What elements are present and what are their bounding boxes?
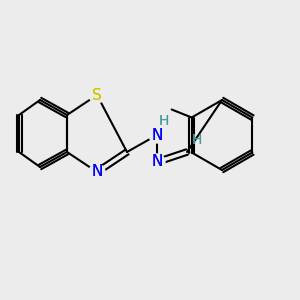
Text: H: H bbox=[192, 133, 202, 147]
Text: N: N bbox=[151, 128, 163, 142]
Circle shape bbox=[149, 154, 165, 170]
Text: N: N bbox=[151, 128, 163, 142]
Circle shape bbox=[89, 87, 105, 103]
Text: N: N bbox=[91, 164, 103, 179]
Text: N: N bbox=[91, 164, 103, 179]
Text: S: S bbox=[92, 88, 102, 103]
Text: S: S bbox=[92, 88, 102, 103]
Circle shape bbox=[89, 164, 105, 180]
Text: H: H bbox=[159, 114, 169, 128]
Text: N: N bbox=[151, 154, 163, 169]
Circle shape bbox=[149, 127, 165, 143]
Text: H: H bbox=[159, 114, 169, 128]
Text: N: N bbox=[151, 154, 163, 169]
Text: H: H bbox=[192, 133, 202, 147]
